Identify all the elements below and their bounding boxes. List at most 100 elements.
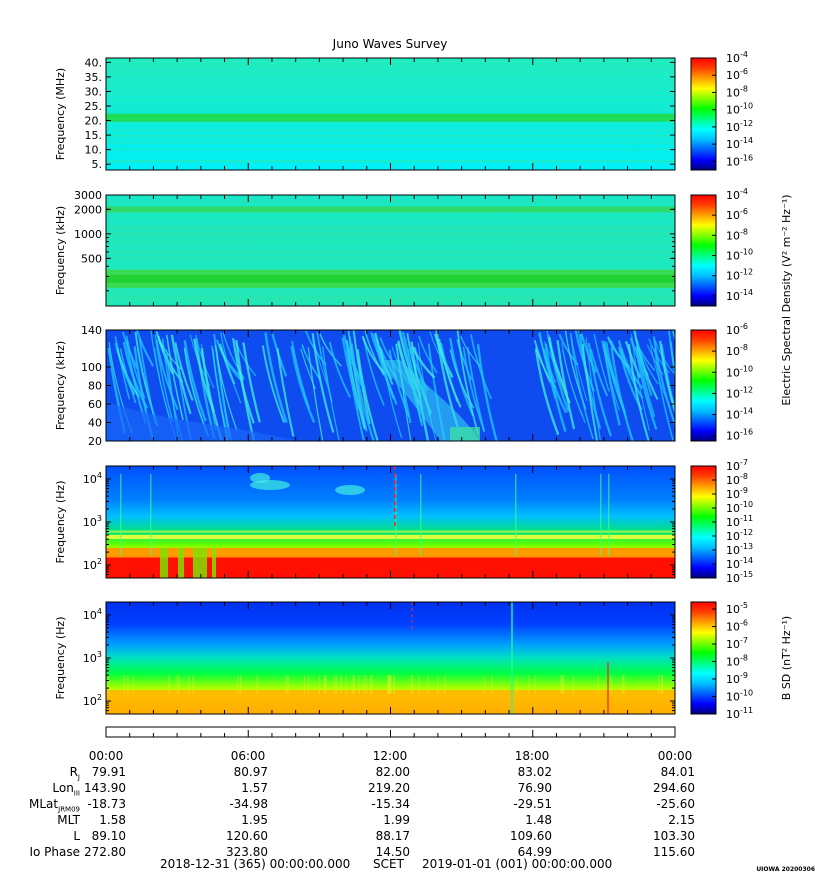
emission-streak xyxy=(242,342,261,423)
ephemeris-value: 14.50 xyxy=(375,845,410,859)
spectrogram-panel-2 xyxy=(106,195,675,306)
emission-streak xyxy=(544,343,567,432)
intensity-gap xyxy=(212,547,216,578)
spectral-spike xyxy=(535,675,537,694)
footer-start-time: 2018-12-31 (365) 00:00:00.000 xyxy=(160,857,351,871)
y-tick-label: 102 xyxy=(83,693,102,708)
ephemeris-value: 272.80 xyxy=(84,845,126,859)
spectral-line xyxy=(106,137,675,139)
spectral-spike xyxy=(325,675,327,694)
colorbar-tick-label: 10-11 xyxy=(726,706,753,721)
emission-streak xyxy=(476,344,498,441)
colorbar-tick-label: 10-16 xyxy=(726,428,753,443)
spectral-spike xyxy=(287,675,289,694)
emission-streak xyxy=(135,330,155,367)
colorbar-tick-label: 10-10 xyxy=(726,500,753,515)
spectral-spike xyxy=(484,675,486,694)
spectral-spike xyxy=(393,675,395,694)
colorbar-title: Electric Spectral Density (V² m⁻² Hz⁻¹) xyxy=(780,194,793,405)
spectral-line xyxy=(106,268,675,270)
emission-streak xyxy=(220,332,242,404)
spectral-line xyxy=(106,233,675,235)
spectral-spike xyxy=(661,675,663,694)
spectral-line xyxy=(106,139,675,141)
burst-line xyxy=(608,474,610,556)
emission-streak xyxy=(672,330,675,343)
colorbar-tick-label: 10-10 xyxy=(726,689,753,704)
spectral-line xyxy=(106,292,675,294)
intensity-gap xyxy=(193,547,207,578)
ephemeris-value: 120.60 xyxy=(226,829,268,843)
spectral-spike xyxy=(133,675,135,694)
spectral-line xyxy=(106,142,675,144)
spectral-spike xyxy=(562,675,564,694)
y-axis-title: Frequency (Hz) xyxy=(54,617,67,700)
y-axis-title: Frequency (MHz) xyxy=(54,68,67,160)
emission-streak xyxy=(635,346,658,430)
emission-streak xyxy=(211,345,230,441)
emission-streak xyxy=(350,343,375,441)
emission-streak xyxy=(456,330,480,435)
ephemeris-value: -15.34 xyxy=(371,797,410,811)
spectral-line xyxy=(106,129,675,131)
y-tick-label: 5. xyxy=(92,158,103,171)
intensity-band xyxy=(106,547,675,558)
ephemeris-value: 143.90 xyxy=(84,781,126,795)
y-tick-label: 40. xyxy=(85,56,103,69)
ephemeris-value: 1.48 xyxy=(525,813,552,827)
spectrogram-panel-4 xyxy=(106,466,675,578)
spectral-spike xyxy=(192,675,194,694)
credit-label: UIOWA 20200306 xyxy=(756,866,815,873)
y-tick-label: 15. xyxy=(85,129,103,142)
y-tick-label: 3000 xyxy=(74,189,102,202)
spectral-band xyxy=(106,274,675,283)
colorbar-tick-label: 10-14 xyxy=(726,556,753,571)
spectral-spike xyxy=(240,675,242,694)
ephemeris-value: 2.15 xyxy=(668,813,695,827)
spectral-line xyxy=(106,122,675,124)
emission-streak xyxy=(460,335,481,367)
footer-scet-label: SCET xyxy=(373,857,404,871)
emission-streak xyxy=(356,349,379,441)
emission-streak xyxy=(342,334,365,390)
emission-streak xyxy=(328,341,351,398)
emission-streak xyxy=(630,334,650,431)
time-tick-label: 00:00 xyxy=(88,749,124,763)
emission-streak xyxy=(456,339,473,381)
spectral-line xyxy=(106,252,675,254)
spectral-spike xyxy=(437,675,439,694)
emission-streak xyxy=(119,348,137,404)
emission-streak xyxy=(361,335,387,376)
ephemeris-label: L xyxy=(73,829,80,843)
spectral-spike xyxy=(363,675,365,694)
colorbar xyxy=(690,57,717,171)
y-tick-label: 104 xyxy=(83,607,102,622)
ephemeris-value: 103.30 xyxy=(653,829,695,843)
spectral-spike xyxy=(365,675,367,694)
colorbar-tick-label: 10-9 xyxy=(726,486,748,501)
emission-streak xyxy=(542,348,568,414)
spectrogram-panel-5 xyxy=(106,602,675,714)
colorbar-tick-label: 10-11 xyxy=(726,514,753,529)
spectral-spike xyxy=(353,675,355,694)
spectral-spike xyxy=(623,675,625,694)
burst-line xyxy=(515,474,517,556)
ephemeris-value: 82.00 xyxy=(375,765,410,779)
colorbar-tick-label: 10-8 xyxy=(726,472,748,487)
spectrogram-panel-1 xyxy=(106,58,675,170)
spectral-spike xyxy=(444,675,446,694)
spectral-band xyxy=(106,113,675,122)
ephemeris-label: Io Phase xyxy=(29,845,80,859)
colorbar xyxy=(690,465,717,579)
colorbar-tick-label: 10-8 xyxy=(726,84,748,99)
emission-streak xyxy=(396,344,412,441)
emission-streak xyxy=(667,330,675,378)
ephemeris-value: 76.90 xyxy=(517,781,552,795)
colorbar xyxy=(690,194,717,307)
colorbar-tick-label: 10-8 xyxy=(726,227,748,242)
time-tick-label: 00:00 xyxy=(657,749,693,763)
y-tick-label: 103 xyxy=(83,514,102,529)
emission-streak xyxy=(558,333,579,366)
y-tick-label: 40 xyxy=(88,417,102,430)
colorbar-tick-label: 10-4 xyxy=(726,50,748,65)
